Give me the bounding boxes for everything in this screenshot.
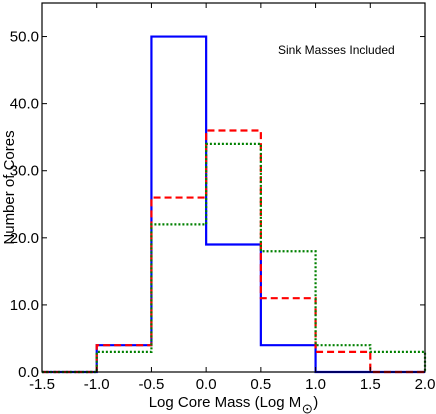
y-tick-label: 40.0 [10, 96, 39, 113]
x-tick-label: 0.0 [196, 376, 217, 393]
x-axis-label: Log Core Mass (Log M ) [149, 394, 318, 414]
annotation-text: Sink Masses Included [278, 43, 395, 57]
series-line-dashed [42, 129, 425, 374]
x-tick-label: 1.5 [360, 376, 381, 393]
plot-frame [41, 2, 426, 373]
series-line-solid [42, 35, 425, 374]
x-tick-label: 0.5 [250, 376, 271, 393]
series-line-dotted [42, 142, 427, 374]
histogram-series-solid [42, 35, 425, 374]
x-axis-label-text: Log Core Mass (Log M [149, 394, 302, 411]
y-tick-label: 30.0 [10, 163, 39, 180]
x-axis-label-suffix: ) [313, 394, 318, 411]
x-tick-label: 1.0 [305, 376, 326, 393]
sun-symbol-icon [302, 404, 312, 414]
ticks-layer: -1.5 -1.0 -0.5 0.0 0.5 1.0 1.5 2.0 0.0 10.0 20.0 30… [10, 3, 436, 393]
y-tick-label: 0.0 [18, 364, 39, 381]
x-tick-label: -0.5 [138, 376, 164, 393]
x-tick-label: 2.0 [415, 376, 436, 393]
x-tick-label: -1.5 [29, 376, 55, 393]
y-tick-label: 20.0 [10, 230, 39, 247]
series-layer [42, 35, 427, 374]
y-tick-label: 10.0 [10, 297, 39, 314]
histogram-series-dotted [42, 142, 427, 374]
histogram-series-dashed [42, 129, 425, 374]
x-tick-label: -1.0 [84, 376, 110, 393]
y-tick-label: 50.0 [10, 29, 39, 46]
y-axis-label: Number of Cores [1, 130, 18, 244]
